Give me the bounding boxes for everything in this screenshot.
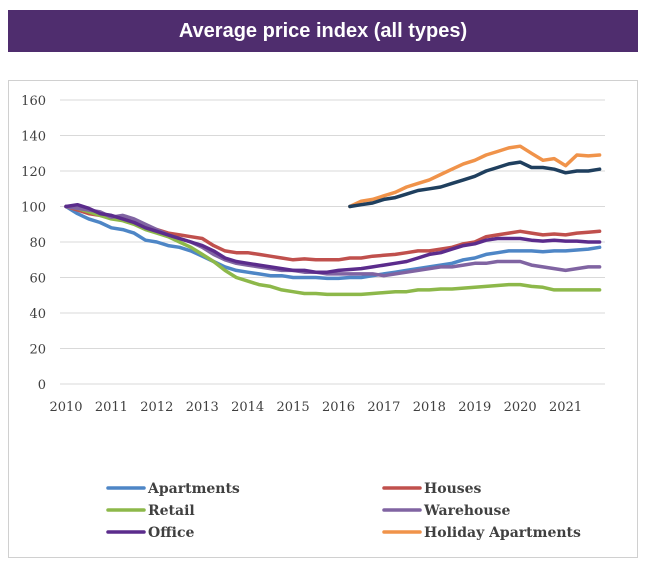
chart-title: Average price index (all types) [178, 19, 468, 42]
legend-label: Holiday Apartments [424, 525, 581, 541]
x-tick-label: 2019 [458, 400, 491, 415]
x-tick-label: 2013 [186, 400, 219, 415]
x-tick-label: 2011 [95, 400, 128, 415]
legend-label: Houses [424, 481, 482, 497]
gridlines [60, 99, 605, 385]
y-tick-label: 0 [38, 378, 46, 393]
series-line-holiday-apartments [348, 144, 602, 209]
series-line-office [64, 202, 602, 274]
legend-label: Apartments [147, 481, 240, 497]
legend-label: Office [148, 525, 195, 541]
y-tick-label: 140 [21, 130, 46, 145]
x-tick-label: 2016 [322, 400, 355, 415]
x-tick-label: 2018 [413, 400, 446, 415]
y-tick-label: 60 [29, 272, 46, 287]
x-tick-label: 2014 [231, 400, 264, 415]
y-tick-label: 40 [29, 307, 46, 322]
y-tick-label: 20 [29, 343, 46, 358]
legend-label: Retail [148, 503, 195, 519]
x-tick-label: 2012 [140, 400, 173, 415]
series-line-apartments [64, 204, 602, 281]
x-tick-label: 2017 [367, 400, 400, 415]
chart-title-bar: Average price index (all types) [8, 10, 638, 52]
x-tick-label: 2015 [277, 400, 310, 415]
y-axis-ticks: 0 20 40 60 80 100 120 140 160 [21, 94, 46, 393]
x-axis-ticks: 2010 2011 2012 2013 2014 2015 2016 2017 2018 2019… [49, 400, 582, 415]
series-line-unlabeled [348, 160, 602, 209]
y-tick-label: 100 [21, 201, 46, 216]
series-line-warehouse [64, 204, 602, 278]
y-tick-label: 160 [21, 94, 46, 109]
y-tick-label: 80 [29, 236, 46, 251]
x-tick-label: 2010 [49, 400, 82, 415]
legend-label: Warehouse [423, 503, 510, 519]
chart-frame [8, 80, 638, 558]
y-tick-label: 120 [21, 165, 46, 180]
legend: Apartments Houses Retail Warehouse Office Hol… [106, 481, 581, 541]
x-tick-label: 2021 [549, 400, 582, 415]
x-tick-label: 2020 [504, 400, 537, 415]
series-lines [64, 144, 602, 297]
